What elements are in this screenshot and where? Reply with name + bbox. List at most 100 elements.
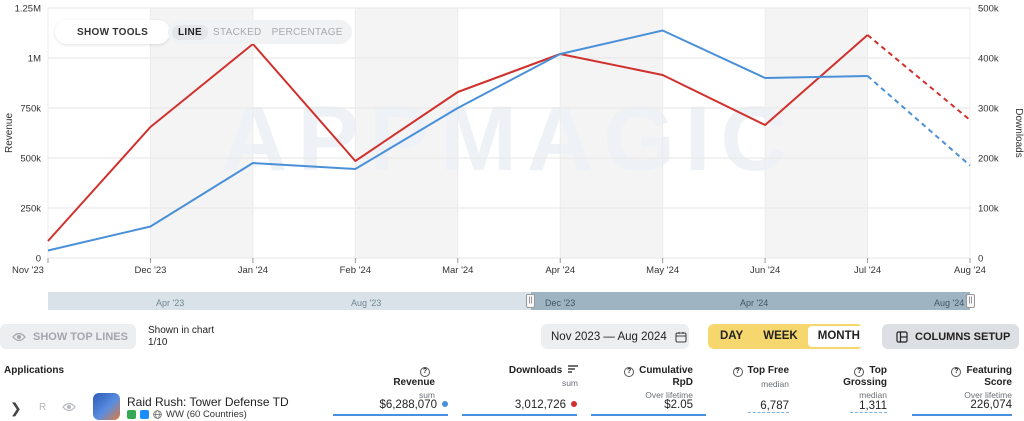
top-grossing-header-title: Top Grossing [843,365,887,388]
chart-mode-group: LINE STACKED PERCENTAGE [168,20,352,44]
mode-line-button[interactable]: LINE [172,24,208,40]
navigator-label: Apr '23 [156,298,185,308]
revenue-cell: $6,288,070 [370,399,448,411]
period-month-button[interactable]: MONTH [807,326,870,347]
sort-desc-icon[interactable] [568,365,578,373]
downloads-line [47,29,868,252]
revenue-header-sub: sum [418,390,435,400]
columns-setup-button[interactable]: COLUMNS SETUP [882,324,1019,349]
revenue-header[interactable]: ?Revenue sum [383,365,435,400]
revenue-bar [333,414,448,416]
help-icon[interactable]: ? [732,367,743,377]
y-tick-label: 0 [36,254,41,265]
top-free-header-sub: median [761,379,789,389]
rpd-cell: $2.05 [664,399,693,411]
y2-tick-label: 500k [978,4,999,15]
x-tick-label: Feb '24 [340,265,371,276]
x-tick-label: May '24 [646,265,679,276]
eye-icon[interactable] [62,402,76,412]
downloads-projected-line [866,75,971,167]
y2-tick-label: 100k [978,204,999,215]
help-icon[interactable]: ? [854,367,865,377]
app-region: WW (60 Countries) [166,409,247,420]
date-range-value: Nov 2023 — Aug 2024 [551,330,667,343]
featuring-score-header-sub: Over lifetime [964,390,1012,400]
revenue-line [47,34,869,242]
show-tools-bar: SHOW TOOLS [55,20,171,44]
rpd-header-sub: Over lifetime [645,390,693,400]
date-range-picker[interactable]: Nov 2023 — Aug 2024 [541,324,689,349]
x-tick-label: Mar '24 [442,265,473,276]
chevron-right-icon[interactable]: ❯ [10,400,22,416]
navigator-right-handle[interactable]: || [966,294,975,308]
top-grossing-cell: 1,311 [850,400,887,413]
top-grossing-header[interactable]: ? Top Grossing median [812,365,887,400]
help-icon[interactable]: ? [624,367,635,377]
app-store-icon [140,410,149,419]
columns-setup-label: COLUMNS SETUP [915,330,1011,343]
x-tick-label: Dec '23 [134,265,166,276]
period-toggle: DAY WEEK MONTH [708,324,870,349]
y2-tick-label: 200k [978,154,999,165]
help-icon[interactable]: ? [420,367,430,377]
y-axis-title: Revenue [4,113,15,153]
eye-icon [12,332,26,341]
month-band [355,8,458,258]
x-tick-label: Jun '24 [750,265,780,276]
mode-percentage-button[interactable]: PERCENTAGE [271,26,343,38]
top-free-header[interactable]: ? Top Free median [731,365,789,389]
navigator-label: Aug '24 [934,298,965,308]
top-grossing-header-sub: median [859,390,887,400]
period-day-button[interactable]: DAY [720,330,744,342]
columns-icon [896,330,908,343]
show-tools-button[interactable]: SHOW TOOLS [77,26,149,38]
period-week-button[interactable]: WEEK [763,330,798,342]
y-tick-label: 500k [20,154,41,165]
y2-tick-label: 400k [978,54,999,65]
y-tick-label: 1M [28,54,41,65]
y2-axis-title: Downloads [1013,108,1024,157]
featuring-score-bar [912,414,1012,416]
google-play-icon [127,410,136,419]
line-chart: APPMAGIC 0 0 250k 100k 500k 200k 750k 300k 1M 400k… [4,4,1024,277]
rpd-bar [591,414,706,416]
watermark: APPMAGIC [221,88,797,190]
downloads-header[interactable]: Downloads sum [500,365,578,388]
globe-icon [153,410,162,419]
x-tick-label: Nov '23 [12,265,44,276]
shown-in-chart-label: Shown in chart [148,325,215,336]
app-name[interactable]: Raid Rush: Tower Defense TD [127,395,289,409]
top-free-cell: 6,787 [748,400,789,413]
navigator-label: Dec '23 [545,298,576,308]
downloads-bar [462,414,577,416]
top-free-header-title: Top Free [747,365,789,376]
y2-tick-label: 0 [978,254,983,265]
navigator-label: Apr '24 [740,298,769,308]
app-platforms: WW (60 Countries) [127,409,247,420]
y-tick-label: 250k [20,204,41,215]
rank-letter: R [39,402,47,413]
y-tick-label: 1.25M [15,4,41,15]
shown-in-chart: Shown in chart 1/10 [148,325,214,349]
featuring-score-header-title: Featuring Score [966,365,1012,388]
navigator-label: Aug '23 [351,298,382,308]
mode-stacked-button[interactable]: STACKED [212,26,262,38]
revenue-header-title: Revenue [393,377,435,388]
downloads-header-sub: sum [561,378,578,388]
rpd-header-title: Cumulative RpD [639,365,693,388]
downloads-cell: 3,012,726 [480,399,577,411]
range-navigator[interactable]: Apr '23 Aug '23 Dec '23 Apr '24 Aug '24 … [48,292,975,310]
navigator-selection[interactable] [531,292,970,310]
downloads-value: 3,012,726 [514,399,566,411]
show-top-lines-button[interactable]: SHOW TOP LINES [0,324,136,349]
featuring-score-header[interactable]: ? Featuring Score Over lifetime [925,365,1012,400]
help-icon[interactable]: ? [951,367,962,377]
show-top-lines-label: SHOW TOP LINES [33,330,128,343]
app-icon[interactable] [93,393,120,420]
navigator-left-handle[interactable]: || [526,294,535,308]
x-tick-label: Apr '24 [545,265,575,276]
x-tick-label: Aug '24 [954,265,986,276]
rpd-header[interactable]: ? Cumulative RpD Over lifetime [605,365,693,400]
series-dot [571,401,577,407]
x-tick-label: Jan '24 [238,265,268,276]
